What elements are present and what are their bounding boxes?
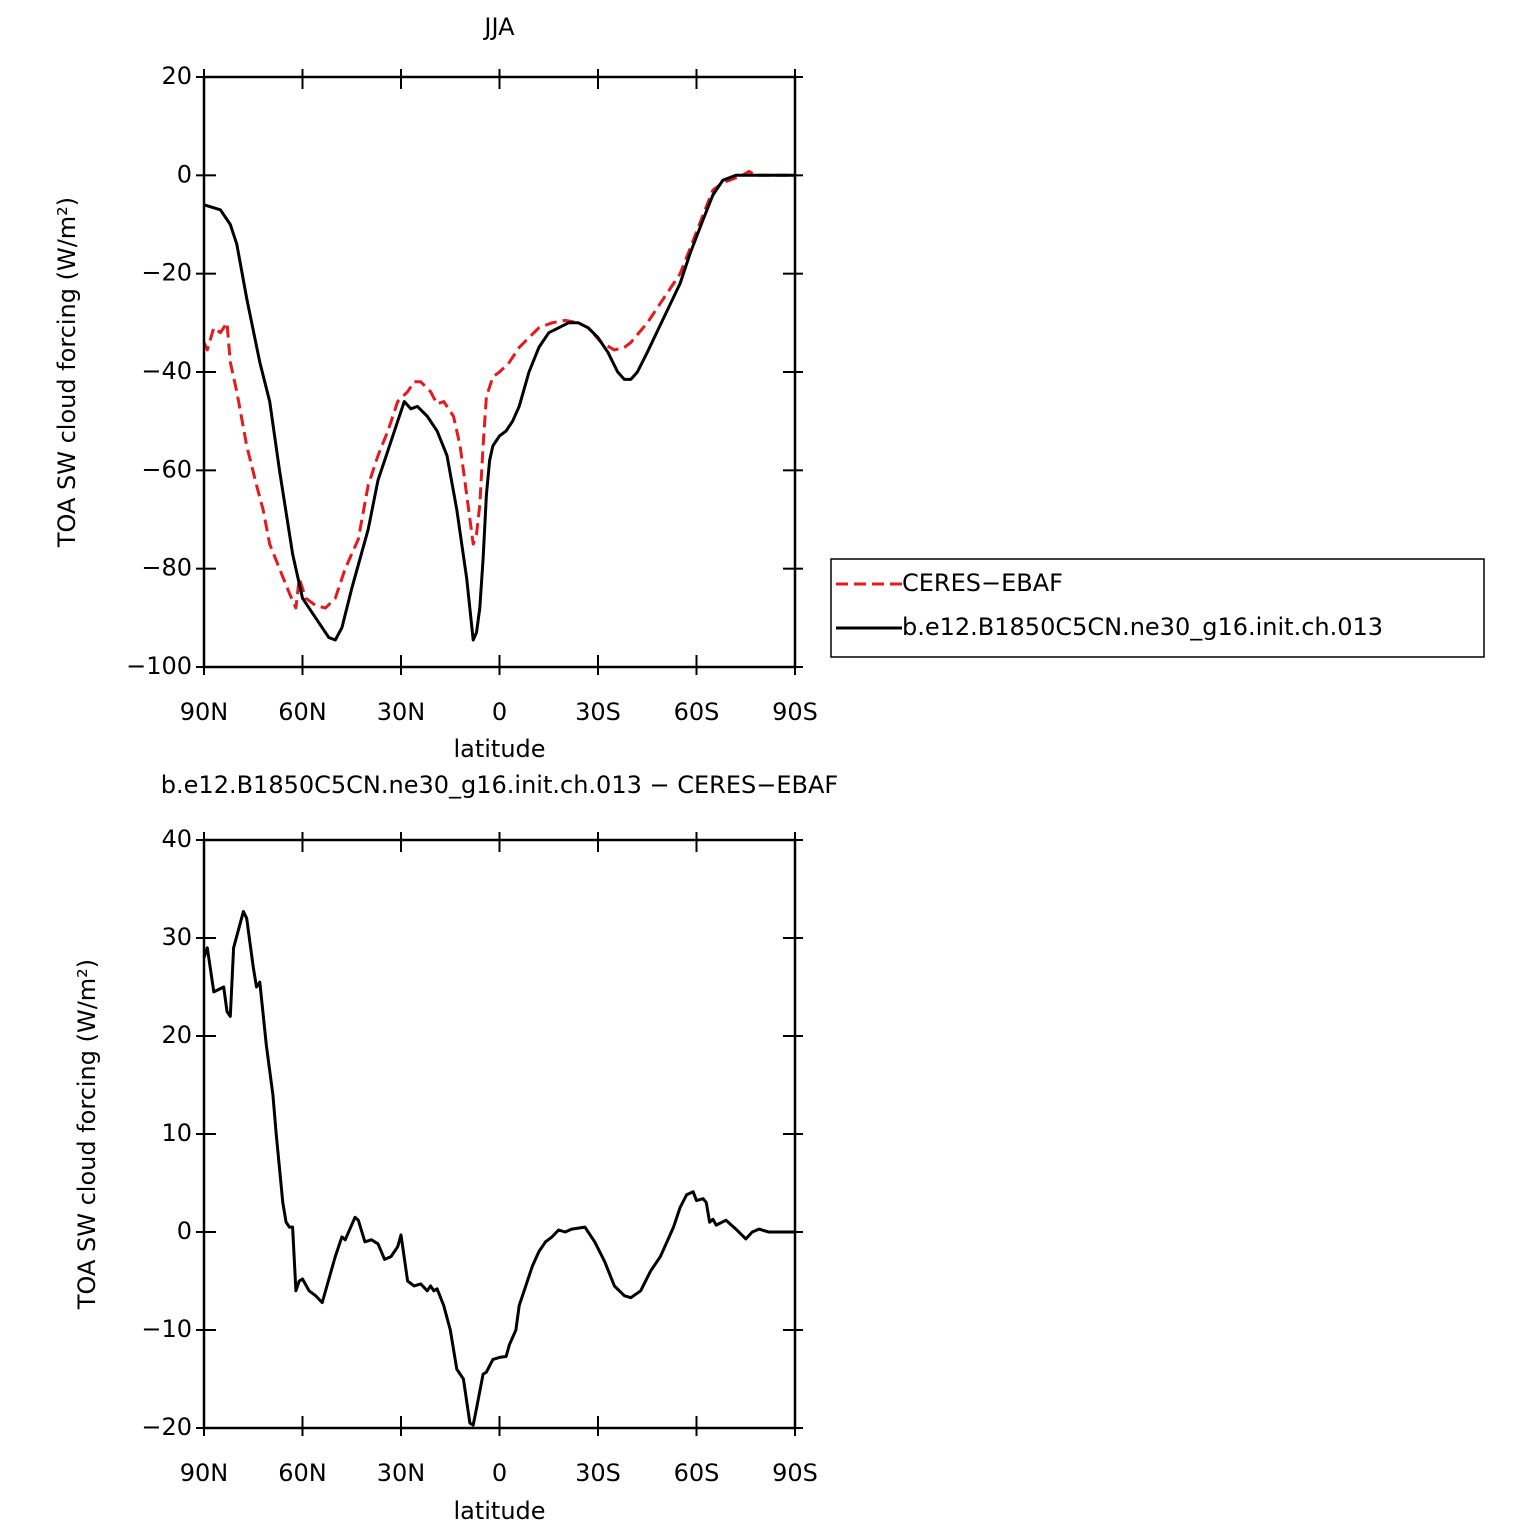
y-tick-label: 20 (161, 1021, 192, 1049)
x-tick-label: 30N (377, 698, 426, 726)
line-series (202, 910, 795, 1427)
x-tick-label: 60S (674, 1459, 720, 1487)
x-tick-label: 90S (772, 698, 818, 726)
y-axis-label: TOA SW cloud forcing (W/m²) (73, 959, 101, 1310)
x-axis-label: latitude (453, 1497, 545, 1525)
plot-frame (202, 838, 797, 1430)
x-axis-label: latitude (453, 735, 545, 763)
y-tick-label: −20 (141, 259, 192, 287)
x-tick-label: 60N (278, 1459, 327, 1487)
plot-frame (202, 75, 797, 669)
legend: CERES−EBAF b.e12.B1850C5CN.ne30_g16.init.… (830, 558, 1485, 658)
y-tick-label: −40 (141, 357, 192, 385)
y-tick-label: 0 (177, 160, 192, 188)
x-tick-label: 90S (772, 1459, 818, 1487)
y-tick-label: 20 (161, 62, 192, 90)
x-tick-label: 60S (674, 698, 720, 726)
line-series (202, 169, 795, 610)
x-tick-label: 60N (278, 698, 327, 726)
legend-label: b.e12.B1850C5CN.ne30_g16.init.ch.013 (902, 613, 1383, 641)
x-tick-label: 30S (575, 1459, 621, 1487)
line-series (203, 173, 795, 642)
y-tick-label: −80 (141, 554, 192, 582)
chart-title: b.e12.B1850C5CN.ne30_g16.init.ch.013 − C… (161, 771, 838, 799)
x-tick-label: 30N (377, 1459, 426, 1487)
y-axis-label: TOA SW cloud forcing (W/m²) (53, 197, 81, 548)
y-tick-label: 40 (161, 825, 192, 853)
y-tick-label: 30 (161, 923, 192, 951)
x-tick-label: 90N (180, 698, 229, 726)
y-tick-label: −60 (141, 455, 192, 483)
y-tick-label: −10 (141, 1315, 192, 1343)
y-tick-label: 0 (177, 1217, 192, 1245)
chart-title: JJA (482, 13, 515, 41)
y-tick-label: 10 (161, 1119, 192, 1147)
y-tick-label: −20 (141, 1413, 192, 1441)
legend-label: CERES−EBAF (902, 569, 1063, 597)
x-tick-label: 0 (492, 698, 507, 726)
y-tick-label: −100 (126, 652, 192, 680)
x-tick-label: 30S (575, 698, 621, 726)
x-tick-label: 90N (180, 1459, 229, 1487)
legend-box (830, 558, 1485, 658)
x-tick-label: 0 (492, 1459, 507, 1487)
